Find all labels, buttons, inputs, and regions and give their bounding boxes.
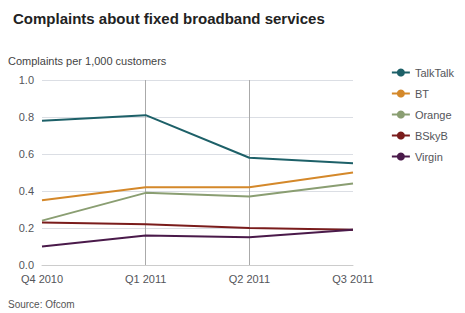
svg-text:Source: Ofcom: Source: Ofcom xyxy=(8,299,75,310)
svg-text:0.0: 0.0 xyxy=(19,259,34,271)
svg-text:BSkyB: BSkyB xyxy=(415,130,448,142)
svg-text:Q4 2010: Q4 2010 xyxy=(21,273,63,285)
svg-text:Virgin: Virgin xyxy=(415,151,443,163)
svg-text:Q2 2011: Q2 2011 xyxy=(229,273,270,285)
svg-text:Q1 2011: Q1 2011 xyxy=(125,273,166,285)
svg-text:TalkTalk: TalkTalk xyxy=(415,67,455,79)
svg-text:Complaints per 1,000 customers: Complaints per 1,000 customers xyxy=(8,55,167,67)
svg-text:Complaints about fixed broadba: Complaints about fixed broadband service… xyxy=(13,10,325,27)
svg-text:0.6: 0.6 xyxy=(19,148,34,160)
svg-text:1.0: 1.0 xyxy=(19,74,34,86)
svg-text:BT: BT xyxy=(415,88,429,100)
svg-text:Q3 2011: Q3 2011 xyxy=(332,273,373,285)
svg-text:0.4: 0.4 xyxy=(19,185,34,197)
svg-text:Orange: Orange xyxy=(415,109,452,121)
svg-text:0.2: 0.2 xyxy=(19,222,34,234)
svg-text:0.8: 0.8 xyxy=(19,111,34,123)
